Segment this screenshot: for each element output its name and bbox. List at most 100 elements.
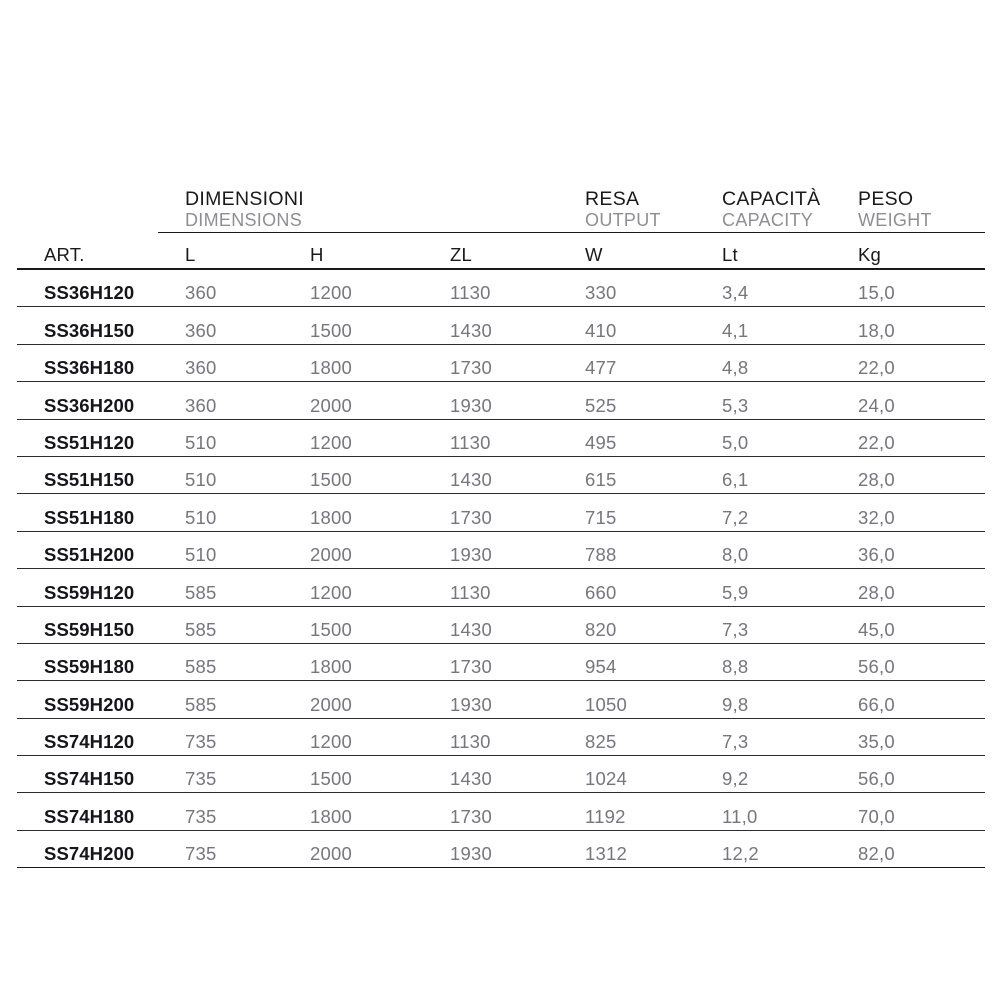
cell-zl: 1130: [423, 269, 559, 308]
cell-lt: 9,2: [695, 755, 832, 794]
cell-h: 1200: [283, 269, 423, 308]
cell-lt: 8,0: [695, 531, 832, 570]
cell-w: 954: [558, 643, 696, 682]
cell-kg: 82,0: [831, 830, 986, 869]
table-row: SS74H180 735 1800 1730 1192 11,0 70,0: [17, 792, 986, 831]
cell-kg: 22,0: [831, 344, 986, 383]
cell-article-code: SS74H180: [17, 792, 158, 831]
cell-article-code: SS59H150: [17, 606, 158, 644]
cell-zl: 1430: [423, 606, 559, 644]
table-row: SS74H150 735 1500 1430 1024 9,2 56,0: [17, 755, 986, 794]
group-label-it: RESA: [585, 188, 640, 210]
table-row: SS59H150 585 1500 1430 820 7,3 45,0: [17, 606, 986, 644]
table-body: SS36H120 360 1200 1130 330 3,4 15,0 SS36H150 360…: [17, 269, 986, 869]
cell-kg: 70,0: [831, 792, 986, 831]
cell-article-code: SS51H120: [17, 419, 158, 457]
group-label-it: DIMENSIONI: [185, 188, 304, 210]
cell-w: 660: [558, 568, 696, 607]
cell-zl: 1430: [423, 456, 559, 495]
cell-h: 1800: [283, 493, 423, 532]
cell-zl: 1730: [423, 643, 559, 682]
cell-w: 788: [558, 531, 696, 570]
cell-h: 1800: [283, 344, 423, 383]
table-row: SS74H120 735 1200 1130 825 7,3 35,0: [17, 718, 986, 757]
cell-zl: 1930: [423, 531, 559, 570]
cell-article-code: SS59H120: [17, 568, 158, 607]
cell-zl: 1930: [423, 680, 559, 719]
cell-h: 1200: [283, 419, 423, 457]
cell-l: 735: [158, 718, 283, 757]
table-row: SS51H180 510 1800 1730 715 7,2 32,0: [17, 493, 986, 532]
cell-h: 2000: [283, 381, 423, 420]
cell-kg: 36,0: [831, 531, 986, 570]
cell-h: 2000: [283, 680, 423, 719]
table-header: DIMENSIONI DIMENSIONS RESA OUTPUT CAPACI…: [17, 172, 986, 270]
cell-article-code: SS74H200: [17, 830, 158, 869]
cell-w: 615: [558, 456, 696, 495]
cell-article-code: SS74H120: [17, 718, 158, 757]
table-row: SS36H180 360 1800 1730 477 4,8 22,0: [17, 344, 986, 383]
cell-lt: 12,2: [695, 830, 832, 869]
cell-w: 820: [558, 606, 696, 644]
unit-header-l: L: [158, 232, 283, 270]
cell-l: 360: [158, 306, 283, 345]
cell-zl: 1430: [423, 755, 559, 794]
group-header-dimensioni: DIMENSIONI DIMENSIONS: [158, 172, 559, 233]
cell-kg: 15,0: [831, 269, 986, 308]
cell-article-code: SS51H150: [17, 456, 158, 495]
cell-l: 735: [158, 792, 283, 831]
cell-l: 360: [158, 381, 283, 420]
group-label-en: DIMENSIONS: [185, 210, 303, 230]
cell-kg: 45,0: [831, 606, 986, 644]
cell-w: 1050: [558, 680, 696, 719]
table-row: SS59H200 585 2000 1930 1050 9,8 66,0: [17, 680, 986, 719]
cell-h: 1800: [283, 643, 423, 682]
cell-kg: 56,0: [831, 643, 986, 682]
cell-article-code: SS36H180: [17, 344, 158, 383]
cell-kg: 24,0: [831, 381, 986, 420]
cell-h: 1200: [283, 718, 423, 757]
group-header-peso: PESO WEIGHT: [831, 172, 986, 233]
unit-header-h: H: [283, 232, 423, 270]
group-header-row: DIMENSIONI DIMENSIONS RESA OUTPUT CAPACI…: [17, 172, 986, 233]
cell-w: 825: [558, 718, 696, 757]
cell-lt: 4,1: [695, 306, 832, 345]
cell-lt: 8,8: [695, 643, 832, 682]
cell-article-code: SS59H180: [17, 643, 158, 682]
cell-kg: 66,0: [831, 680, 986, 719]
cell-zl: 1930: [423, 830, 559, 869]
cell-article-code: SS74H150: [17, 755, 158, 794]
cell-kg: 18,0: [831, 306, 986, 345]
cell-l: 360: [158, 344, 283, 383]
cell-kg: 56,0: [831, 755, 986, 794]
cell-l: 510: [158, 419, 283, 457]
cell-zl: 1130: [423, 568, 559, 607]
cell-h: 1500: [283, 606, 423, 644]
group-label-it: CAPACITÀ: [722, 188, 821, 210]
cell-h: 2000: [283, 830, 423, 869]
cell-zl: 1130: [423, 419, 559, 457]
unit-header-w: W: [558, 232, 696, 270]
product-specification-table: DIMENSIONI DIMENSIONS RESA OUTPUT CAPACI…: [17, 172, 986, 869]
table-row: SS36H120 360 1200 1130 330 3,4 15,0: [17, 269, 986, 308]
table-row: SS51H200 510 2000 1930 788 8,0 36,0: [17, 531, 986, 570]
cell-kg: 32,0: [831, 493, 986, 532]
cell-l: 735: [158, 830, 283, 869]
cell-l: 510: [158, 493, 283, 532]
cell-zl: 1130: [423, 718, 559, 757]
group-label-en: OUTPUT: [585, 210, 661, 230]
cell-lt: 5,0: [695, 419, 832, 457]
unit-header-kg: Kg: [831, 232, 986, 270]
table-row: SS51H150 510 1500 1430 615 6,1 28,0: [17, 456, 986, 495]
cell-zl: 1730: [423, 344, 559, 383]
cell-l: 585: [158, 643, 283, 682]
cell-h: 1500: [283, 456, 423, 495]
cell-l: 585: [158, 568, 283, 607]
table-row: SS36H150 360 1500 1430 410 4,1 18,0: [17, 306, 986, 345]
unit-header-lt: Lt: [695, 232, 832, 270]
group-header-resa: RESA OUTPUT: [558, 172, 696, 233]
cell-lt: 7,2: [695, 493, 832, 532]
cell-article-code: SS36H150: [17, 306, 158, 345]
cell-zl: 1730: [423, 792, 559, 831]
